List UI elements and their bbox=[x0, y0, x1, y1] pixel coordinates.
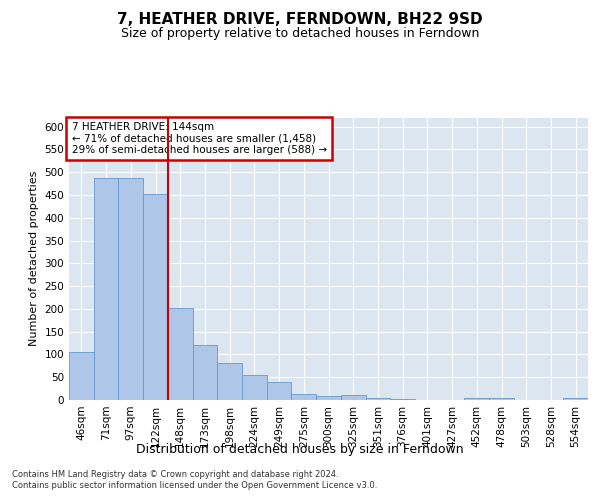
Bar bbox=[316, 396, 341, 400]
Bar bbox=[292, 394, 316, 400]
Bar bbox=[267, 382, 292, 400]
Y-axis label: Number of detached properties: Number of detached properties bbox=[29, 171, 39, 346]
Bar bbox=[217, 362, 242, 400]
Text: 7, HEATHER DRIVE, FERNDOWN, BH22 9SD: 7, HEATHER DRIVE, FERNDOWN, BH22 9SD bbox=[117, 12, 483, 28]
Bar bbox=[489, 398, 514, 400]
Bar bbox=[341, 396, 365, 400]
Text: Contains HM Land Registry data © Crown copyright and database right 2024.: Contains HM Land Registry data © Crown c… bbox=[12, 470, 338, 479]
Bar bbox=[563, 398, 588, 400]
Bar bbox=[118, 178, 143, 400]
Text: Size of property relative to detached houses in Ferndown: Size of property relative to detached ho… bbox=[121, 28, 479, 40]
Bar bbox=[464, 398, 489, 400]
Bar bbox=[390, 399, 415, 400]
Bar bbox=[143, 194, 168, 400]
Text: 7 HEATHER DRIVE: 144sqm
← 71% of detached houses are smaller (1,458)
29% of semi: 7 HEATHER DRIVE: 144sqm ← 71% of detache… bbox=[71, 122, 327, 155]
Bar bbox=[193, 346, 217, 400]
Bar bbox=[242, 375, 267, 400]
Bar bbox=[94, 178, 118, 400]
Bar bbox=[168, 308, 193, 400]
Bar bbox=[365, 398, 390, 400]
Bar bbox=[69, 352, 94, 400]
Text: Distribution of detached houses by size in Ferndown: Distribution of detached houses by size … bbox=[136, 442, 464, 456]
Text: Contains public sector information licensed under the Open Government Licence v3: Contains public sector information licen… bbox=[12, 481, 377, 490]
